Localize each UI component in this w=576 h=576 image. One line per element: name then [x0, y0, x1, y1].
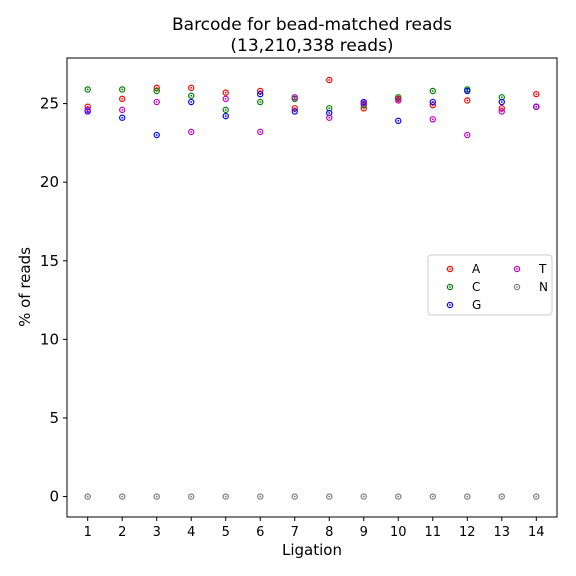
- point-g-6: [257, 90, 264, 98]
- point-n-7: [291, 493, 298, 500]
- legend-label-c: C: [472, 280, 480, 294]
- point-c-4: [188, 92, 195, 99]
- point-c-2: [119, 86, 126, 93]
- point-n-12: [464, 493, 471, 500]
- x-tick-label: 7: [291, 525, 299, 540]
- y-axis: 0 5 10 15 20 25: [40, 95, 67, 506]
- x-tick-label: 10: [390, 525, 407, 540]
- point-a-14: [533, 90, 540, 98]
- point-g-2: [119, 114, 126, 121]
- point-t-10: [395, 97, 402, 104]
- point-t-8: [326, 114, 333, 121]
- x-tick-label: 3: [153, 525, 161, 540]
- point-a-5: [222, 89, 229, 96]
- point-t-7: [291, 94, 298, 101]
- point-a-4: [188, 84, 195, 92]
- point-g-13: [498, 98, 505, 106]
- point-n-9: [360, 493, 367, 500]
- point-t-12: [464, 131, 471, 139]
- point-t-3: [153, 98, 160, 106]
- point-c-6: [257, 98, 264, 106]
- point-n-6: [257, 493, 264, 500]
- point-n-4: [188, 493, 195, 500]
- point-n-5: [222, 493, 229, 500]
- point-t-13: [498, 108, 505, 115]
- x-tick-label: 1: [84, 525, 92, 540]
- point-a-2: [119, 95, 126, 103]
- point-n-14: [533, 493, 540, 500]
- point-t-5: [222, 95, 229, 103]
- y-tick-label: 20: [40, 173, 59, 191]
- point-t-6: [257, 128, 264, 136]
- y-axis-label: % of reads: [16, 247, 34, 327]
- point-c-5: [222, 106, 229, 114]
- x-tick-label: 6: [256, 525, 264, 540]
- x-tick-label: 9: [360, 525, 368, 540]
- point-t-1: [84, 106, 91, 114]
- point-n-2: [119, 493, 126, 500]
- point-c-1: [84, 86, 91, 93]
- point-g-5: [222, 112, 229, 120]
- legend-marker-a: [446, 265, 454, 273]
- x-tick-label: 14: [528, 525, 545, 540]
- point-g-4: [188, 98, 195, 106]
- point-n-8: [326, 493, 333, 500]
- point-c-11: [429, 87, 436, 95]
- point-n-3: [153, 493, 160, 500]
- x-tick-label: 8: [325, 525, 333, 540]
- x-axis: 1 2 3 4 5 6 7 8 9 10 11 12 13 14: [84, 517, 545, 540]
- point-g-10: [395, 117, 402, 125]
- data-points: [84, 76, 540, 500]
- x-tick-label: 13: [494, 525, 511, 540]
- point-t-9: [360, 100, 367, 107]
- x-tick-label: 11: [425, 525, 442, 540]
- point-t-11: [429, 116, 436, 123]
- point-t-14: [533, 103, 540, 110]
- legend-label-n: N: [539, 280, 548, 294]
- x-tick-label: 12: [459, 525, 476, 540]
- y-tick-label: 25: [40, 95, 59, 113]
- point-c-3: [153, 87, 160, 95]
- point-a-8: [326, 76, 333, 84]
- x-tick-label: 2: [118, 525, 126, 540]
- point-g-11: [429, 98, 436, 106]
- legend-marker-g: [446, 301, 454, 309]
- legend-label-g: G: [472, 298, 481, 312]
- y-tick-label: 15: [40, 252, 59, 270]
- chart-title: Barcode for bead-matched reads: [172, 15, 452, 35]
- x-axis-label: Ligation: [282, 541, 342, 559]
- legend: ACG TN: [427, 254, 553, 316]
- legend-marker-n: [513, 283, 521, 291]
- point-n-1: [84, 493, 91, 500]
- y-tick-label: 10: [40, 330, 59, 348]
- chart-subtitle: (13,210,338 reads): [230, 36, 393, 56]
- point-n-13: [498, 493, 505, 500]
- legend-label-t: T: [538, 262, 547, 276]
- point-n-10: [395, 493, 402, 500]
- legend-frame: [427, 254, 553, 316]
- point-g-3: [153, 131, 160, 139]
- y-tick-label: 0: [49, 488, 59, 506]
- legend-marker-c: [446, 283, 454, 291]
- point-t-2: [119, 106, 126, 114]
- point-g-7: [291, 108, 298, 115]
- point-t-4: [188, 128, 195, 136]
- x-tick-label: 4: [187, 525, 195, 540]
- x-tick-label: 5: [222, 525, 230, 540]
- y-tick-label: 5: [49, 409, 59, 427]
- legend-marker-t: [513, 265, 521, 273]
- plot-frame: [66, 57, 558, 518]
- point-a-12: [464, 97, 471, 104]
- point-n-11: [429, 493, 436, 500]
- legend-label-a: A: [472, 262, 481, 276]
- point-g-12: [464, 87, 471, 95]
